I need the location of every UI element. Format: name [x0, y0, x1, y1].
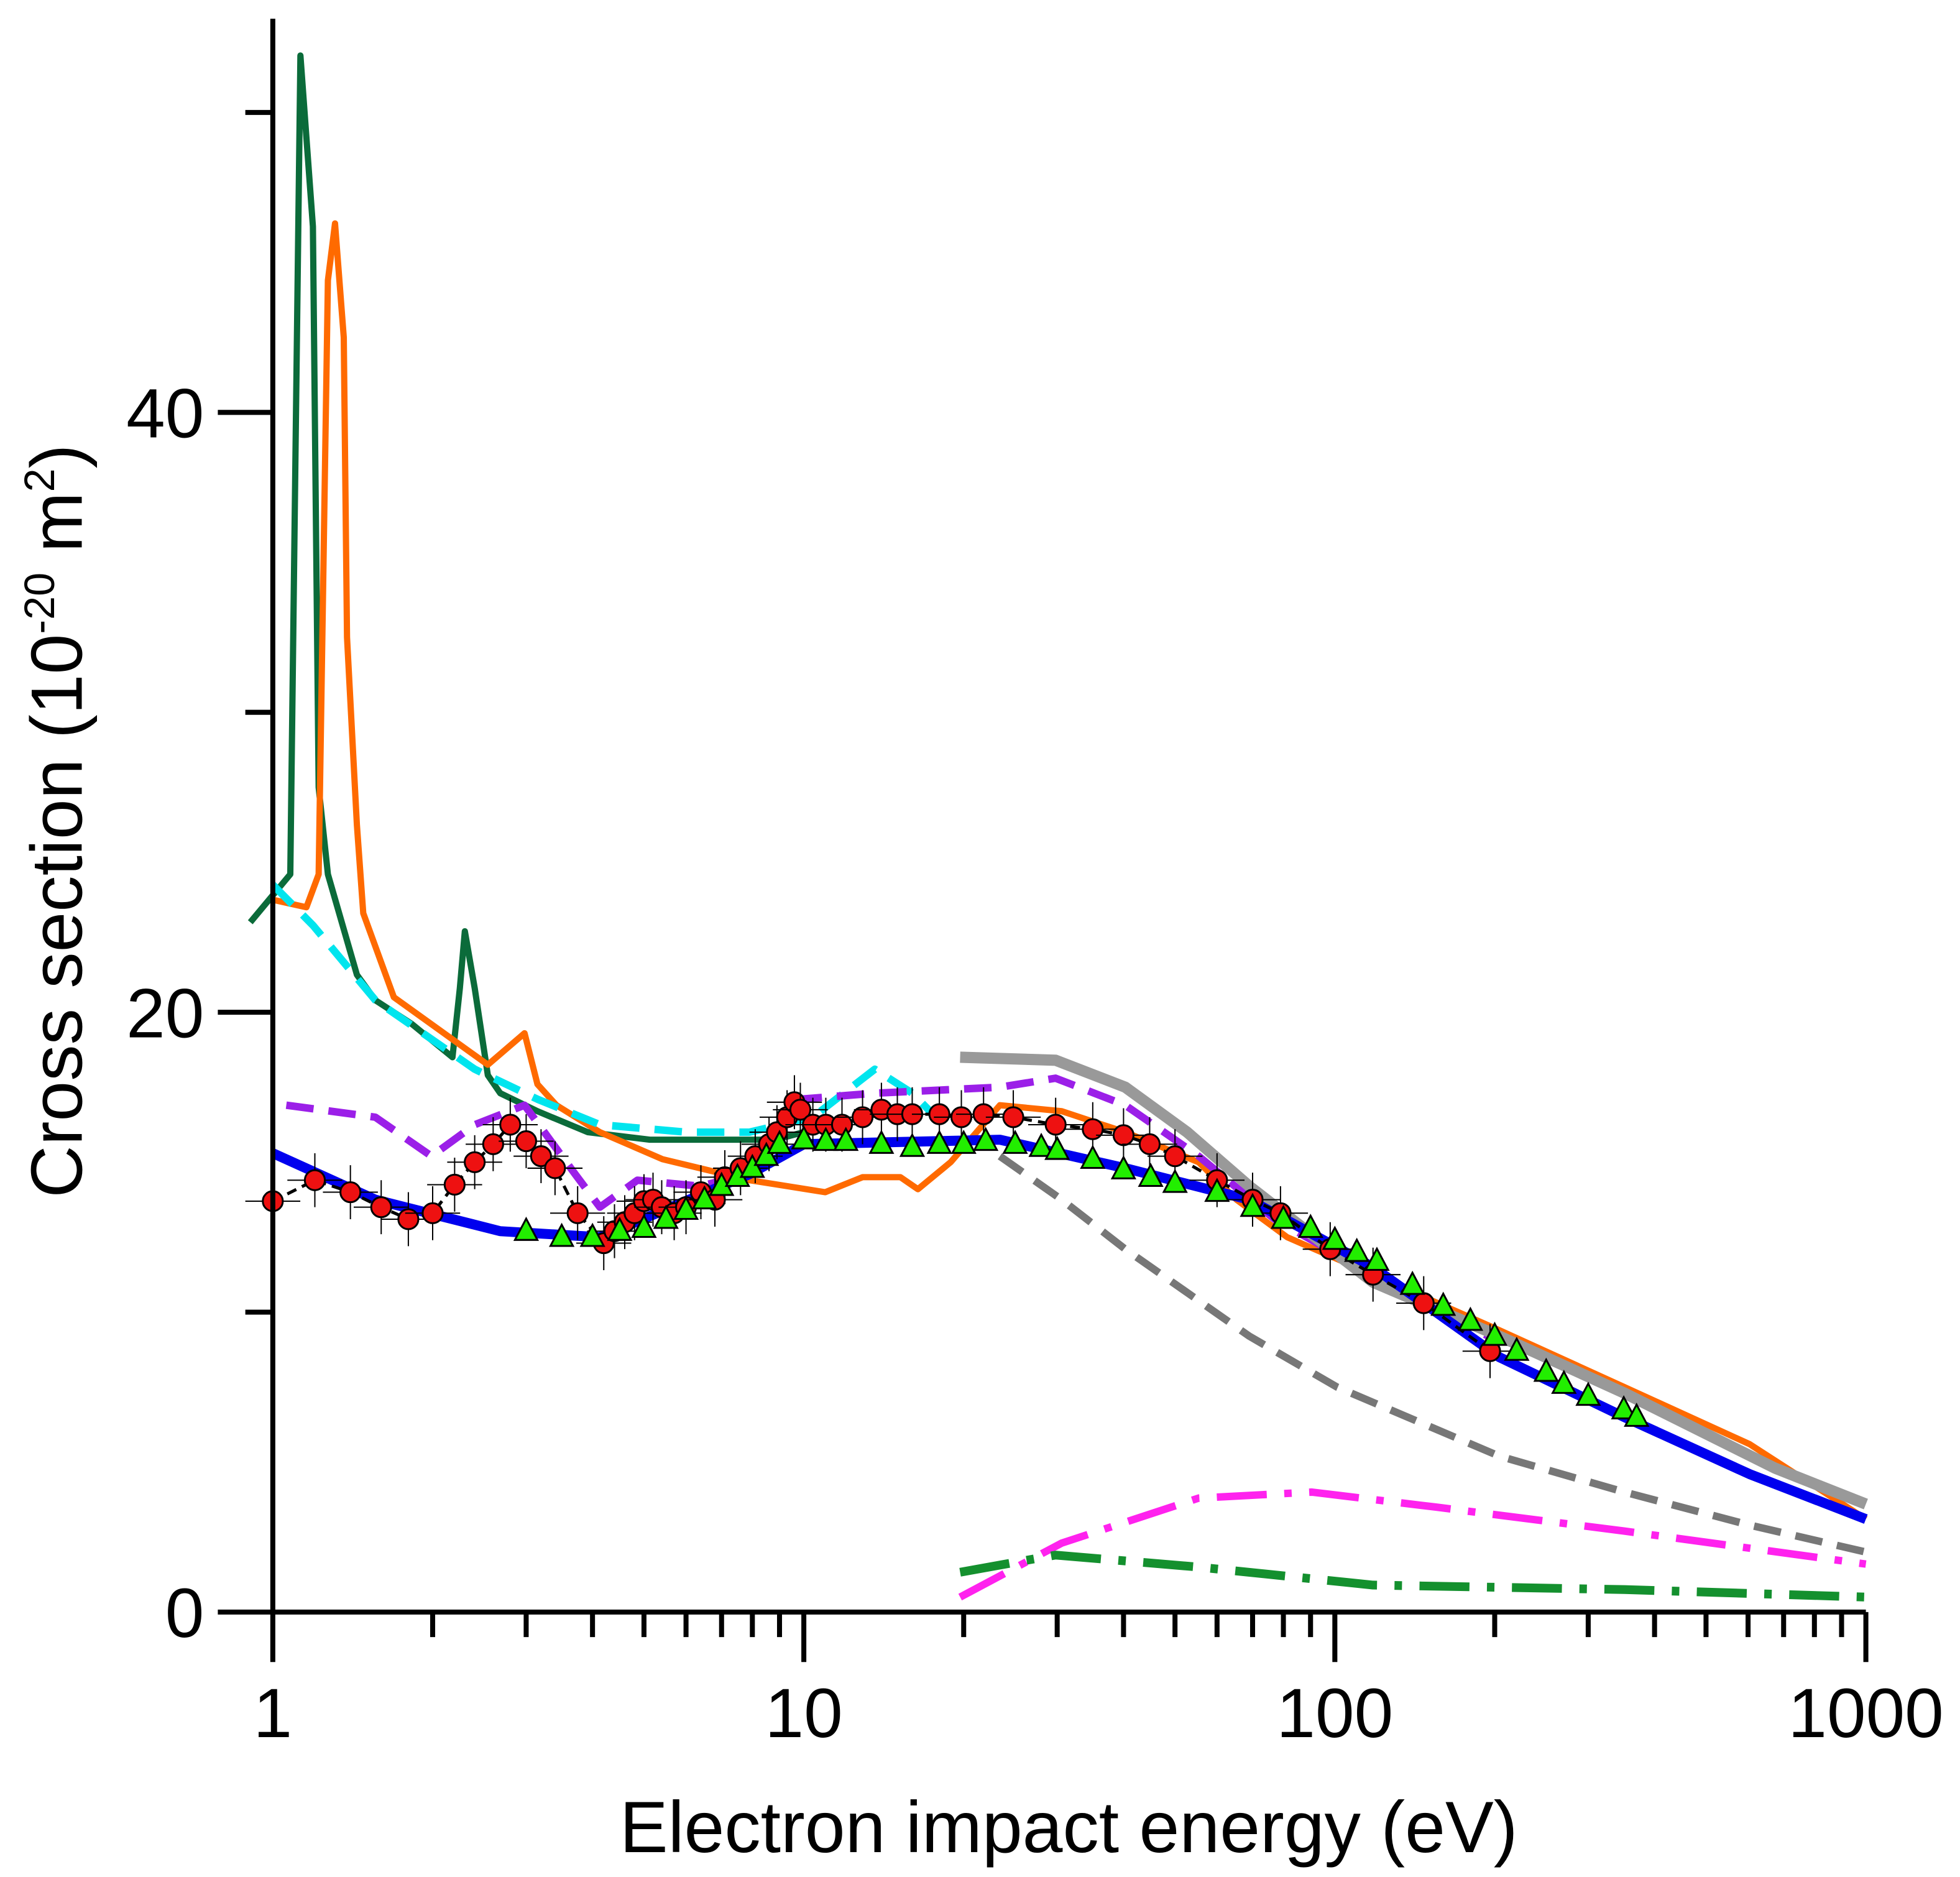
- axes: 0 20 40 1 10 100 1000: [126, 19, 1944, 1752]
- data-point-circle: [789, 1099, 812, 1121]
- data-point-triangle: [1270, 1204, 1297, 1229]
- x-tick-label: 1: [254, 1674, 293, 1752]
- data-point-triangle: [1575, 1381, 1601, 1406]
- data-point-circle: [530, 1145, 552, 1168]
- y-axis-label: Cross section (10-20 m2): [16, 445, 97, 1198]
- data-point-triangle: [653, 1204, 679, 1229]
- data-point-circle: [464, 1151, 486, 1173]
- data-point-triangle: [1533, 1357, 1559, 1382]
- y-label-close: ): [16, 445, 97, 469]
- data-point-triangle: [753, 1141, 780, 1166]
- data-point-triangle: [607, 1216, 633, 1241]
- data-point-triangle: [833, 1127, 859, 1151]
- data-point-triangle: [1110, 1155, 1136, 1179]
- series-line-2: [270, 882, 954, 1137]
- data-point-circle: [443, 1173, 466, 1196]
- data-point-circle: [950, 1106, 973, 1128]
- data-point-triangle: [1364, 1247, 1390, 1271]
- data-point-circle: [544, 1157, 566, 1179]
- data-point-triangle: [1624, 1403, 1650, 1427]
- x-tick-label: 100: [1276, 1674, 1393, 1752]
- data-point-triangle: [673, 1196, 699, 1220]
- data-point-triangle: [1399, 1270, 1425, 1295]
- data-point-circle: [303, 1169, 326, 1191]
- data-point-circle: [1164, 1145, 1186, 1168]
- data-point-triangle: [926, 1130, 952, 1154]
- y-tick-label: 0: [165, 1574, 205, 1652]
- y-label-exp: -20: [16, 573, 63, 634]
- data-point-circle: [1002, 1106, 1024, 1128]
- data-point-triangle: [1204, 1178, 1230, 1202]
- data-point-circle: [972, 1103, 995, 1125]
- data-point-triangle: [791, 1125, 817, 1150]
- y-tick-label: 20: [126, 974, 204, 1052]
- data-point-triangle: [579, 1222, 605, 1247]
- data-point-circle: [566, 1202, 589, 1224]
- data-point-triangle: [1344, 1237, 1370, 1262]
- data-point-triangle: [739, 1153, 765, 1178]
- data-point-circle: [1112, 1124, 1134, 1146]
- data-point-circle: [1138, 1133, 1161, 1155]
- data-point-circle: [370, 1196, 392, 1219]
- data-point-circle: [928, 1103, 950, 1125]
- data-point-circle: [499, 1114, 522, 1136]
- x-axis-label: Electron impact energy (eV): [620, 1786, 1518, 1868]
- y-label-main: Cross section (10: [16, 634, 97, 1198]
- data-point-triangle: [973, 1127, 999, 1151]
- data-point-triangle: [1138, 1163, 1164, 1187]
- series-line-5: [997, 1153, 1867, 1556]
- data-point-triangle: [1504, 1336, 1530, 1361]
- data-point-triangle: [812, 1127, 839, 1151]
- data-point-triangle: [1611, 1395, 1637, 1419]
- data-point-triangle: [1028, 1132, 1054, 1157]
- data-point-triangle: [1044, 1135, 1070, 1160]
- data-point-triangle: [691, 1185, 717, 1210]
- data-point-triangle: [766, 1130, 793, 1154]
- data-point-circle: [1082, 1118, 1104, 1140]
- data-point-triangle: [1322, 1225, 1348, 1250]
- data-point-triangle: [1551, 1369, 1577, 1394]
- data-point-triangle: [1297, 1214, 1323, 1238]
- x-tick-label: 10: [765, 1674, 842, 1752]
- series-line-1: [272, 220, 1868, 1522]
- series-line-7: [958, 1488, 1867, 1601]
- data-point-triangle: [513, 1216, 540, 1241]
- series-line-8: [959, 1551, 1866, 1602]
- data-point-circle: [1412, 1292, 1435, 1314]
- data-point-circle: [1044, 1114, 1067, 1136]
- data-point-circle: [851, 1106, 874, 1128]
- data-point-triangle: [899, 1132, 926, 1157]
- data-point-triangle: [631, 1214, 657, 1238]
- data-point-circle: [339, 1181, 362, 1204]
- series-line-0: [247, 52, 805, 1143]
- data-point-triangle: [1002, 1130, 1028, 1154]
- data-point-triangle: [1481, 1321, 1508, 1346]
- data-point-circle: [482, 1133, 504, 1155]
- data-point-circle: [421, 1202, 444, 1224]
- data-point-triangle: [868, 1130, 895, 1154]
- data-point-circle: [515, 1130, 538, 1153]
- data-point-triangle: [1080, 1145, 1106, 1169]
- data-point-circle: [397, 1208, 420, 1230]
- data-point-triangle: [549, 1222, 575, 1247]
- y-label-unit: m: [16, 492, 97, 572]
- data-point-triangle: [1457, 1306, 1483, 1331]
- data-point-triangle: [1240, 1192, 1266, 1217]
- y-tick-label: 40: [126, 374, 204, 452]
- data-point-triangle: [1430, 1291, 1456, 1316]
- series-line-6: [270, 1135, 1868, 1524]
- data-point-triangle: [1162, 1168, 1188, 1193]
- data-point-triangle: [950, 1130, 977, 1154]
- y-label-unit-exp: 2: [16, 468, 63, 492]
- x-tick-label: 1000: [1788, 1674, 1943, 1752]
